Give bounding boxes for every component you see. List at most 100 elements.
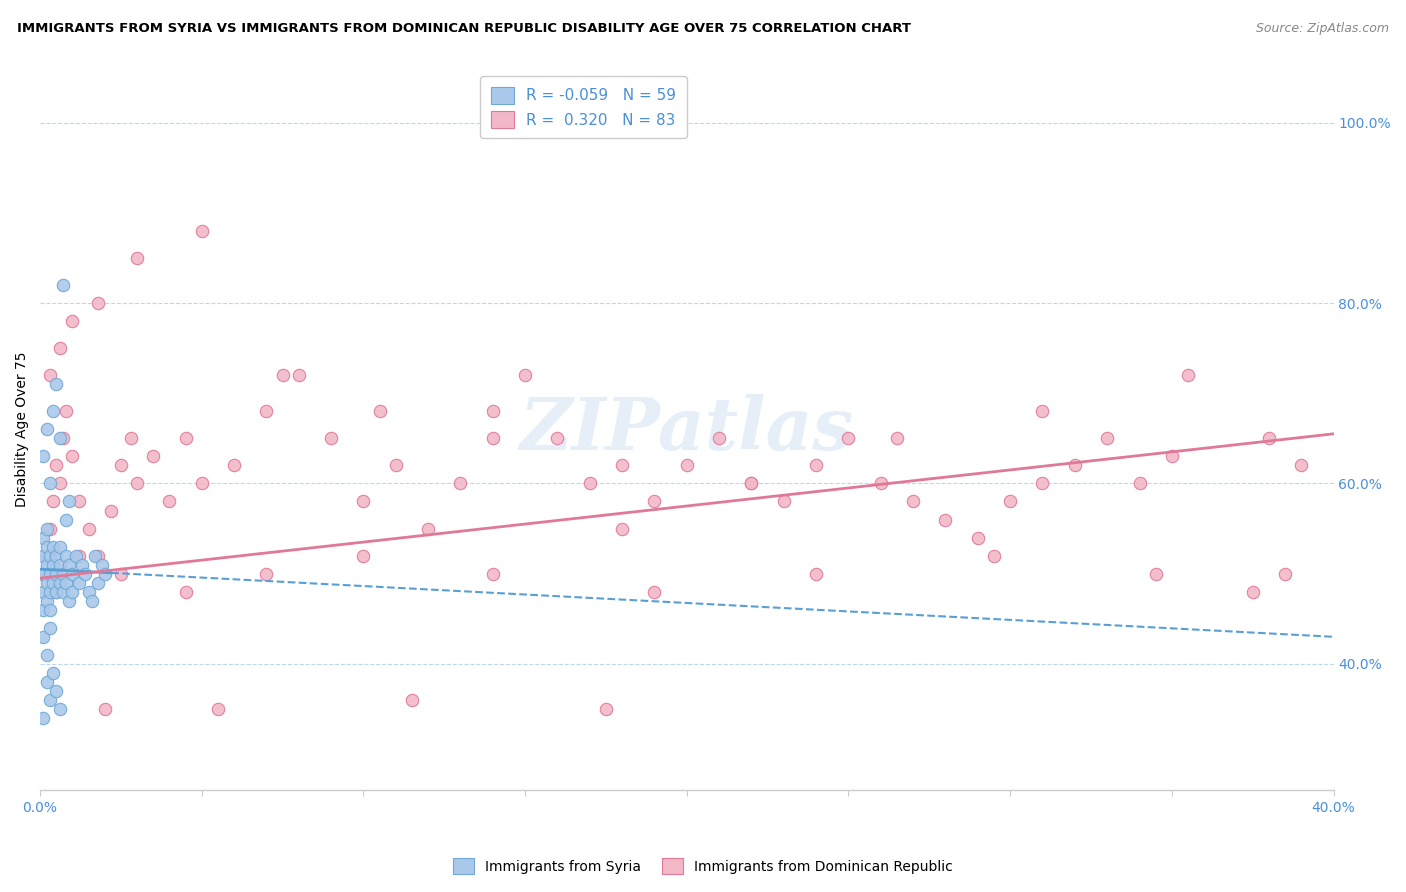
Point — [35, 575, 58, 590]
Point — [513, 368, 536, 383]
Point — [481, 566, 503, 581]
Point — [481, 431, 503, 445]
Point — [804, 458, 827, 473]
Point — [45, 377, 67, 392]
Point — [934, 512, 956, 526]
Point — [38, 522, 60, 536]
Point — [32, 566, 55, 581]
Point — [1031, 404, 1053, 418]
Point — [35, 540, 58, 554]
Point — [353, 494, 375, 508]
Point — [35, 549, 58, 563]
Point — [966, 531, 988, 545]
Point — [42, 404, 65, 418]
Point — [48, 341, 70, 355]
Point — [1128, 476, 1150, 491]
Point — [578, 476, 600, 491]
Point — [998, 494, 1021, 508]
Point — [42, 540, 65, 554]
Point — [48, 702, 70, 716]
Point — [127, 476, 149, 491]
Point — [45, 566, 67, 581]
Point — [38, 549, 60, 563]
Point — [32, 711, 55, 725]
Point — [87, 549, 110, 563]
Point — [94, 566, 117, 581]
Point — [610, 522, 633, 536]
Point — [595, 702, 617, 716]
Point — [35, 674, 58, 689]
Point — [110, 566, 132, 581]
Point — [450, 476, 472, 491]
Point — [32, 603, 55, 617]
Point — [48, 476, 70, 491]
Point — [67, 575, 90, 590]
Point — [58, 494, 80, 508]
Point — [401, 693, 423, 707]
Point — [42, 558, 65, 572]
Legend: Immigrants from Syria, Immigrants from Dominican Republic: Immigrants from Syria, Immigrants from D… — [444, 850, 962, 882]
Point — [80, 593, 103, 607]
Point — [142, 450, 165, 464]
Point — [32, 549, 55, 563]
Point — [87, 575, 110, 590]
Point — [174, 584, 197, 599]
Point — [38, 368, 60, 383]
Point — [120, 431, 142, 445]
Point — [77, 584, 100, 599]
Point — [42, 575, 65, 590]
Point — [45, 684, 67, 698]
Point — [901, 494, 924, 508]
Point — [127, 251, 149, 265]
Point — [643, 494, 665, 508]
Point — [35, 422, 58, 436]
Point — [1095, 431, 1118, 445]
Point — [1177, 368, 1199, 383]
Point — [38, 693, 60, 707]
Point — [62, 314, 84, 328]
Point — [45, 549, 67, 563]
Point — [1257, 431, 1279, 445]
Point — [67, 494, 90, 508]
Point — [321, 431, 343, 445]
Point — [207, 702, 229, 716]
Point — [159, 494, 181, 508]
Point — [224, 458, 246, 473]
Point — [271, 368, 294, 383]
Point — [643, 584, 665, 599]
Text: Source: ZipAtlas.com: Source: ZipAtlas.com — [1256, 22, 1389, 36]
Text: IMMIGRANTS FROM SYRIA VS IMMIGRANTS FROM DOMINICAN REPUBLIC DISABILITY AGE OVER : IMMIGRANTS FROM SYRIA VS IMMIGRANTS FROM… — [17, 22, 911, 36]
Point — [94, 702, 117, 716]
Point — [45, 584, 67, 599]
Y-axis label: Disability Age Over 75: Disability Age Over 75 — [15, 351, 30, 507]
Text: ZIPatlas: ZIPatlas — [520, 394, 853, 465]
Point — [368, 404, 391, 418]
Point — [837, 431, 859, 445]
Point — [67, 549, 90, 563]
Point — [772, 494, 794, 508]
Point — [1160, 450, 1182, 464]
Point — [100, 503, 122, 517]
Point — [77, 522, 100, 536]
Point — [62, 566, 84, 581]
Point — [52, 278, 75, 293]
Point — [740, 476, 762, 491]
Point — [1063, 458, 1085, 473]
Point — [62, 584, 84, 599]
Point — [256, 404, 278, 418]
Point — [256, 566, 278, 581]
Point — [110, 458, 132, 473]
Point — [90, 558, 112, 572]
Point — [35, 648, 58, 662]
Point — [55, 575, 77, 590]
Point — [45, 584, 67, 599]
Point — [740, 476, 762, 491]
Point — [48, 540, 70, 554]
Point — [191, 476, 214, 491]
Point — [886, 431, 908, 445]
Point — [707, 431, 730, 445]
Point — [52, 566, 75, 581]
Legend: R = -0.059   N = 59, R =  0.320   N = 83: R = -0.059 N = 59, R = 0.320 N = 83 — [479, 76, 686, 138]
Point — [48, 558, 70, 572]
Point — [546, 431, 568, 445]
